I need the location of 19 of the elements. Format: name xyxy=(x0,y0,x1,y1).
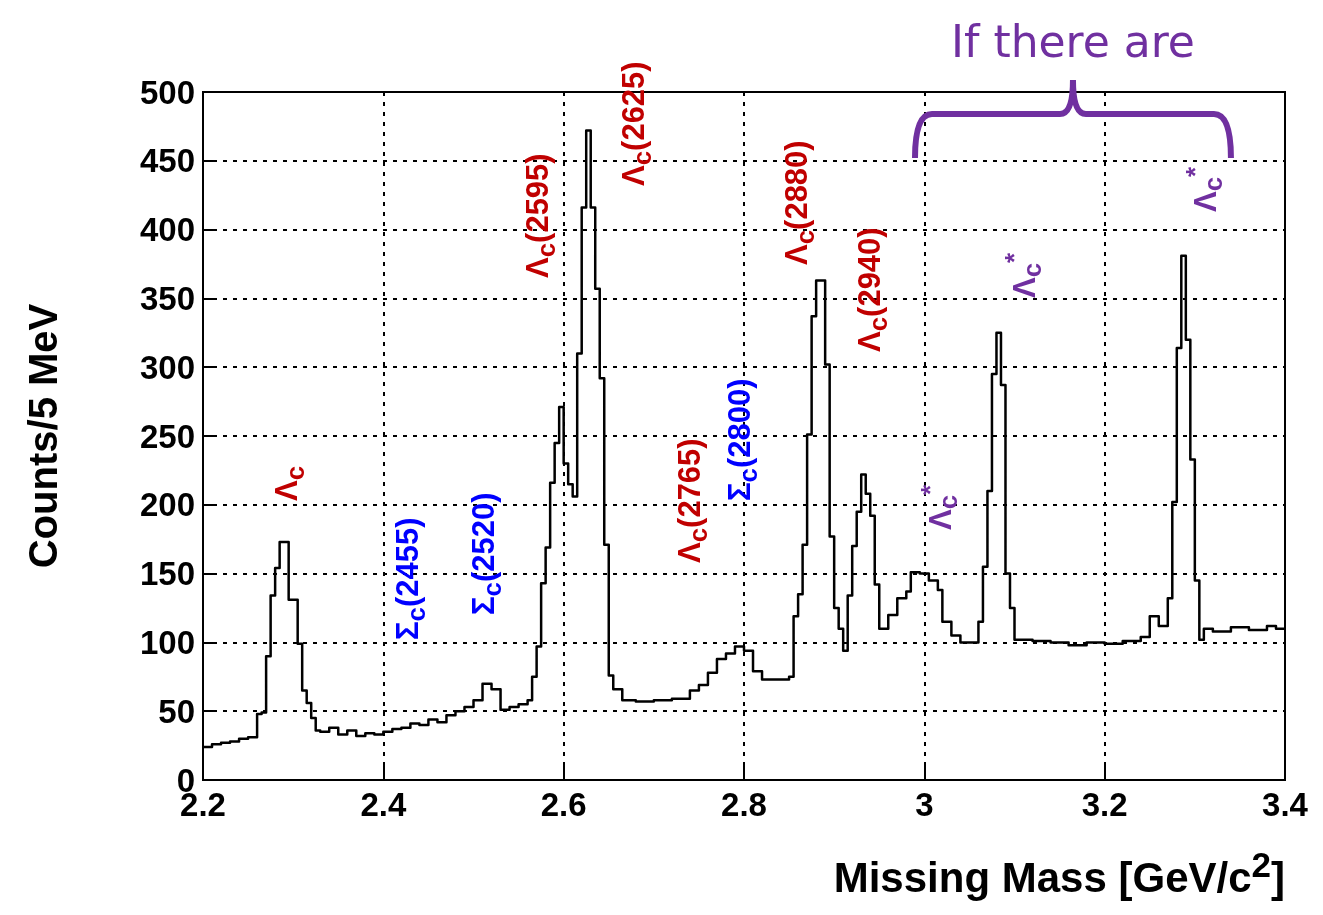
y-tick-label: 450 xyxy=(139,142,195,180)
y-tick-label: 100 xyxy=(139,623,195,661)
x-tick-label: 3 xyxy=(915,786,934,823)
y-tick-label: 200 xyxy=(139,486,195,524)
y-axis-title: Counts/5 MeV xyxy=(21,303,65,569)
x-axis-title: Missing Mass [GeV/c$^{2}$] xyxy=(833,845,1285,902)
x-tick-label: 3.2 xyxy=(1081,786,1128,823)
x-tick-label: 2.8 xyxy=(721,786,767,823)
x-tick-label: 2.6 xyxy=(540,786,587,823)
text: If there are xyxy=(950,16,1195,67)
y-tick-label: 300 xyxy=(139,348,195,386)
y-tick-label: 250 xyxy=(139,417,195,455)
y-tick-label: 50 xyxy=(158,692,195,730)
x-tick-label: 2.4 xyxy=(360,786,407,823)
y-tick-label: 400 xyxy=(139,211,195,249)
y-tick-label: 500 xyxy=(139,73,195,111)
x-tick-label: 3.4 xyxy=(1262,786,1309,823)
y-tick-label: 150 xyxy=(139,555,195,593)
y-tick-label: 350 xyxy=(139,279,195,317)
